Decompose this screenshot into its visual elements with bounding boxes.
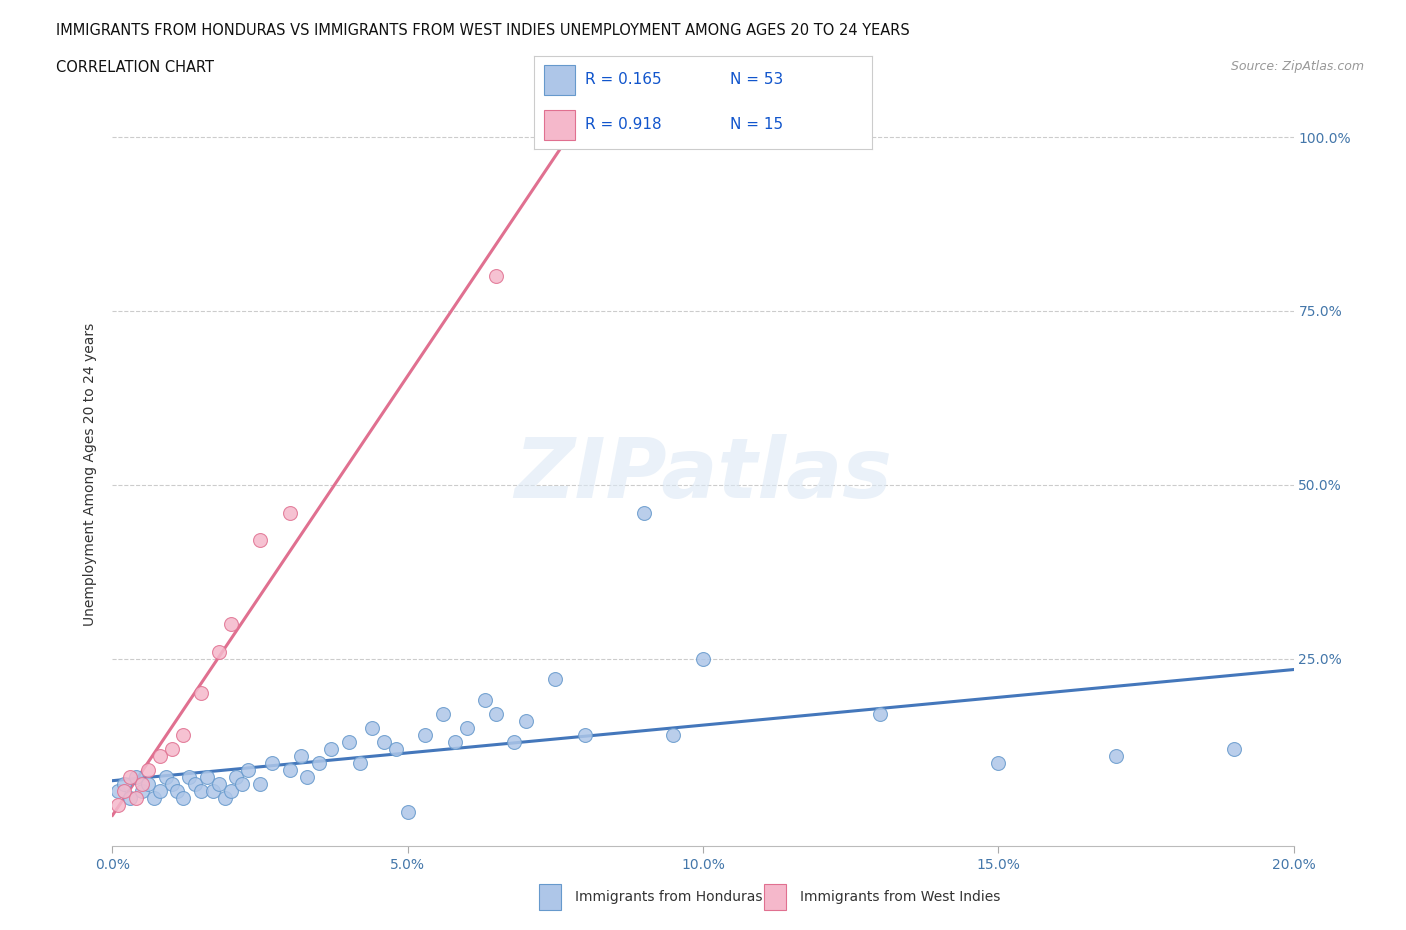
Point: [692, 651, 714, 666]
Point: [120, 790, 142, 805]
Point: [249, 777, 271, 791]
Point: [142, 790, 165, 805]
Point: [396, 804, 419, 819]
Text: N = 53: N = 53: [730, 73, 783, 87]
Point: [361, 721, 384, 736]
Point: [278, 763, 301, 777]
Text: Immigrants from Honduras: Immigrants from Honduras: [575, 890, 762, 905]
Point: [201, 783, 224, 798]
Point: [160, 777, 183, 791]
Text: Immigrants from West Indies: Immigrants from West Indies: [800, 890, 1000, 905]
Text: IMMIGRANTS FROM HONDURAS VS IMMIGRANTS FROM WEST INDIES UNEMPLOYMENT AMONG AGES : IMMIGRANTS FROM HONDURAS VS IMMIGRANTS F…: [56, 23, 910, 38]
Point: [131, 783, 153, 798]
Text: R = 0.165: R = 0.165: [585, 73, 661, 87]
Point: [385, 741, 408, 756]
Text: CORRELATION CHART: CORRELATION CHART: [56, 60, 214, 75]
Text: Source: ZipAtlas.com: Source: ZipAtlas.com: [1230, 60, 1364, 73]
Point: [515, 713, 537, 728]
Text: R = 0.918: R = 0.918: [585, 117, 661, 132]
Point: [214, 790, 236, 805]
Point: [149, 783, 172, 798]
Point: [278, 505, 301, 520]
Point: [485, 707, 508, 722]
Point: [260, 755, 283, 770]
Point: [166, 783, 188, 798]
Point: [190, 686, 212, 701]
Point: [125, 790, 148, 805]
Point: [319, 741, 342, 756]
Point: [869, 707, 891, 722]
Point: [231, 777, 253, 791]
Point: [160, 741, 183, 756]
Point: [349, 755, 371, 770]
Point: [544, 672, 567, 687]
Point: [107, 783, 129, 798]
Point: [172, 790, 194, 805]
Point: [179, 769, 201, 784]
Point: [1105, 749, 1128, 764]
Point: [112, 777, 135, 791]
Bar: [544, 65, 575, 95]
Point: [125, 769, 148, 784]
Bar: [763, 884, 786, 910]
Bar: [544, 110, 575, 140]
Point: [297, 769, 319, 784]
Point: [149, 749, 172, 764]
Point: [503, 735, 526, 750]
Point: [574, 727, 596, 742]
Point: [136, 763, 159, 777]
Bar: [538, 884, 561, 910]
Point: [107, 797, 129, 812]
Point: [184, 777, 207, 791]
Point: [290, 749, 312, 764]
Point: [444, 735, 467, 750]
Point: [238, 763, 260, 777]
Point: [219, 783, 242, 798]
Point: [208, 644, 231, 659]
Point: [337, 735, 360, 750]
Text: N = 15: N = 15: [730, 117, 783, 132]
Point: [987, 755, 1010, 770]
Point: [633, 505, 655, 520]
Point: [155, 769, 177, 784]
Point: [662, 727, 685, 742]
Y-axis label: Unemployment Among Ages 20 to 24 years: Unemployment Among Ages 20 to 24 years: [83, 323, 97, 626]
Point: [219, 617, 242, 631]
Point: [136, 777, 159, 791]
Point: [415, 727, 437, 742]
Text: ZIPatlas: ZIPatlas: [515, 433, 891, 515]
Point: [432, 707, 454, 722]
Point: [172, 727, 194, 742]
Point: [474, 693, 496, 708]
Point: [485, 269, 508, 284]
Point: [112, 783, 135, 798]
Point: [208, 777, 231, 791]
Point: [225, 769, 247, 784]
Point: [131, 777, 153, 791]
Point: [120, 769, 142, 784]
Point: [190, 783, 212, 798]
Point: [195, 769, 218, 784]
Point: [308, 755, 330, 770]
Point: [456, 721, 478, 736]
Point: [373, 735, 395, 750]
Point: [1223, 741, 1246, 756]
Point: [249, 533, 271, 548]
